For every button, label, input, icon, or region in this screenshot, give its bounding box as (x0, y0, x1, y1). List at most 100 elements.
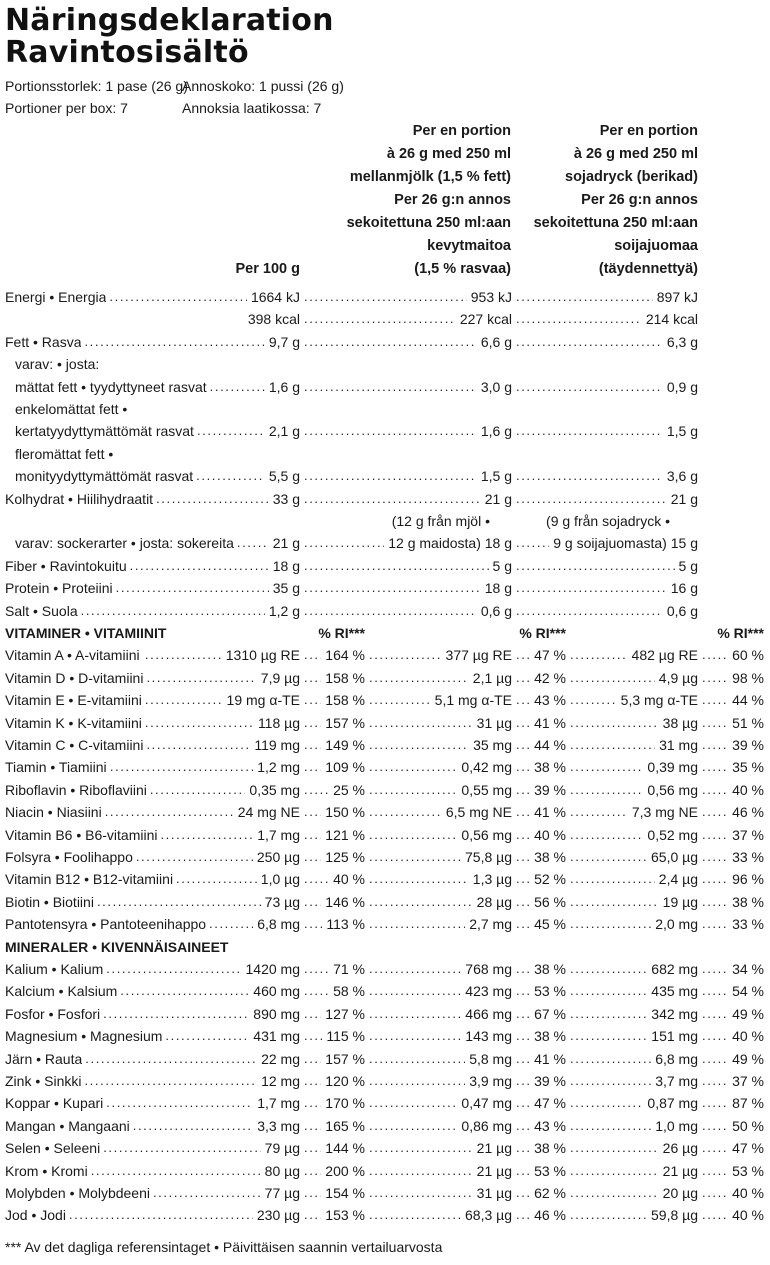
ri-soy: 60 % (732, 647, 764, 664)
macro-row: 398 kcal................................… (0, 308, 770, 330)
dot-leader: ..................................... (85, 1050, 258, 1066)
value-per100: 1664 kJ (250, 289, 300, 305)
value-milk: 768 mg (465, 961, 512, 977)
dot-leader: ................................... (96, 893, 261, 909)
ri-column-label: % RI*** (318, 625, 365, 641)
value-milk: 1,3 µg (472, 871, 512, 888)
dot-leader: ................... (570, 1073, 651, 1088)
value-per100: 1310 µg RE (225, 647, 300, 664)
vitamin-row: Vitamin D • D-vitamiini.................… (0, 667, 770, 689)
dot-leader: ................................ (516, 602, 663, 618)
dot-leader: ....................... (369, 714, 473, 730)
value-milk: 35 mg (473, 737, 512, 753)
dot-leader: ...... (304, 1162, 321, 1178)
dot-leader: ...... (304, 669, 321, 685)
nutrient-label: Vitamin B12 • B12-vitamiini (5, 871, 174, 888)
dot-leader: ..... (516, 669, 530, 685)
ri-milk: 62 % (534, 1185, 566, 1201)
value-milk: 6,6 g (480, 333, 512, 350)
dot-leader: ..................... (160, 826, 254, 842)
ri-soy: 44 % (732, 692, 764, 709)
value-milk: 21 µg (476, 1162, 512, 1179)
value-milk: 466 mg (465, 1005, 512, 1022)
nutrient-label: Salt • Suola (5, 602, 78, 619)
dot-leader: ........... (209, 916, 253, 932)
value-soy: 7,3 mg NE (631, 804, 698, 821)
nutrient-label: Protein • Proteiini (5, 580, 113, 597)
value-soy: 2,4 µg (658, 871, 698, 888)
dot-leader: ..... (516, 692, 530, 708)
column-header-soy: Per en portion à 26 g med 250 ml sojadryck… (534, 120, 698, 281)
dot-leader: ............... (369, 692, 431, 708)
dot-leader: ..................................... (304, 602, 477, 618)
value-soy: 0,56 mg (647, 781, 698, 798)
soy-line: Per en portion (599, 123, 698, 139)
dot-leader: ................................ (516, 333, 663, 349)
nutrient-label: mättat fett • tyydyttyneet rasvat (15, 378, 207, 395)
dot-leader: ....................................... (80, 602, 265, 618)
mineral-row: Kalcium • Kalsium.......................… (0, 980, 770, 1002)
value-milk: 0,42 mg (461, 759, 512, 776)
nutrient-label: Vitamin C • C-vitamiini (5, 737, 144, 753)
value-soy: 21 µg (662, 1162, 698, 1179)
title-finnish: Ravintosisältö (5, 35, 249, 70)
dot-leader: ..... (516, 759, 530, 775)
dot-leader: ....................................... (84, 333, 264, 349)
ri-milk: 41 % (534, 804, 566, 821)
dot-leader: ...................... (369, 1050, 465, 1066)
nutrient-label: Magnesium • Magnesium (5, 1028, 163, 1045)
nutrient-label: Jod • Jodi (5, 1207, 66, 1224)
dot-leader: ................................ (103, 1005, 250, 1021)
mineral-row: Krom • Kromi............................… (0, 1160, 770, 1182)
dot-leader: ..................................... (304, 423, 477, 439)
nutrient-label: Molybden • Molybdeeni (5, 1185, 150, 1201)
value-soy: 3,7 mg (655, 1073, 698, 1089)
dot-leader: .............. (570, 804, 628, 820)
dot-leader: ......................... (156, 490, 269, 506)
dot-leader: ................................... (304, 289, 467, 304)
ri-soy: 53 % (732, 1162, 764, 1179)
dot-leader: .................. (144, 692, 223, 708)
minerals-heading: MINERALER • KIVENNÄISAINEET (5, 938, 229, 955)
dot-leader: ........ (702, 1095, 729, 1111)
dot-leader: ........ (702, 647, 729, 663)
ri-column-label: % RI*** (519, 625, 566, 641)
dot-leader: ..... (516, 1117, 530, 1133)
ri-soy: 46 % (732, 804, 764, 821)
value-soy: 342 mg (651, 1005, 698, 1022)
dot-leader: ............................... (109, 759, 253, 775)
serving-size-sv: Portionsstorlek: 1 pase (26 g) (5, 78, 188, 94)
dot-leader: ...... (304, 1050, 321, 1066)
dot-leader: ........ (702, 1207, 729, 1223)
dot-leader: ........ (304, 983, 329, 999)
ri-per100: 127 % (325, 1005, 365, 1022)
ri-milk: 47 % (534, 647, 566, 664)
ri-per100: 165 % (325, 1117, 365, 1134)
value-soy: 6,3 g (666, 333, 698, 350)
value-per100: 5,5 g (268, 468, 300, 485)
value-per100: 35 g (272, 580, 300, 597)
nutrient-label: Folsyra • Foolihappo (5, 849, 133, 865)
ri-soy: 51 % (732, 714, 764, 731)
value-soy: 0,39 mg (647, 759, 698, 776)
dot-leader: ................. (570, 1095, 643, 1111)
servings-per-box-fi: Annoksia laatikossa: 7 (182, 100, 322, 116)
nutrient-label: enkelomättat fett • (15, 401, 128, 417)
dot-leader: ............................ (516, 311, 642, 327)
note-milk: (12 g från mjöl • (391, 513, 490, 529)
dot-leader: ................................ (516, 423, 663, 439)
dot-leader: ..................................... (84, 1073, 257, 1088)
vitamin-row: Vitamin B6 • B6-vitamiini...............… (0, 824, 770, 846)
dot-leader: ........ (702, 759, 729, 775)
vitamin-row: Vitamin K • K-vitamiini.................… (0, 712, 770, 734)
dot-leader: ................... (176, 871, 257, 887)
macro-row: monityydyttymättömät rasvat.............… (0, 465, 770, 487)
value-soy: 0,87 mg (647, 1095, 698, 1112)
dot-leader: ........ (702, 871, 729, 887)
value-soy: 16 g (670, 580, 698, 597)
value-soy: 5 g (678, 557, 698, 574)
value-milk: 2,7 mg (469, 916, 512, 933)
dot-leader: ...... (304, 1117, 321, 1133)
dot-leader: ........ (702, 893, 729, 909)
nutrient-label: Mangan • Mangaani (5, 1117, 130, 1134)
